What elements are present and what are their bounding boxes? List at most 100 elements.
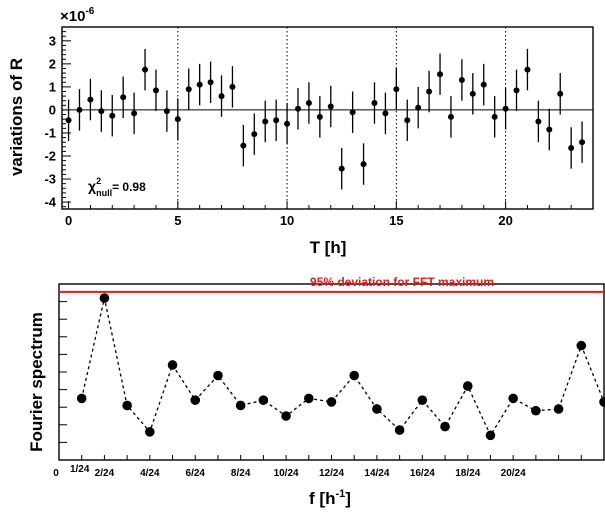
- fourier-point: [440, 421, 450, 432]
- x-tick-label: 0: [65, 213, 72, 228]
- fourier-point: [76, 393, 87, 404]
- data-point: [480, 81, 487, 88]
- data-point: [163, 108, 170, 115]
- top-data-points: [65, 48, 586, 190]
- fourier-panel: 95% deviation for FFT maximum 0 1/24 2/24 4…: [27, 275, 605, 508]
- y-tick-label: -4: [44, 195, 56, 210]
- fourier-x-tick-label: 4/24: [140, 468, 160, 479]
- fourier-x-tick-label: 14/24: [364, 468, 389, 479]
- data-point: [305, 100, 312, 107]
- fourier-point: [326, 397, 337, 407]
- fourier-point: [190, 395, 201, 405]
- fourier-x-tick-label: 20/24: [501, 468, 526, 479]
- data-point: [546, 126, 553, 133]
- fourier-data-points: [76, 293, 605, 441]
- chi-superscript: 2: [96, 176, 101, 186]
- data-point: [338, 165, 345, 172]
- y-tick-label: -3: [44, 172, 56, 187]
- fourier-x-tick-label: 16/24: [410, 468, 435, 479]
- data-point: [174, 116, 181, 123]
- x-tick-label: 20: [498, 213, 512, 228]
- data-point: [152, 87, 159, 94]
- data-point: [316, 113, 323, 120]
- data-point: [295, 105, 301, 112]
- data-point: [196, 81, 203, 88]
- bottom-axis-ticks: 0 1/24 2/24 4/24 6/24 8/24 10/24 12/24 14/24 16/2…: [53, 301, 582, 479]
- data-point: [142, 66, 149, 73]
- data-point: [415, 104, 422, 111]
- data-point: [251, 131, 258, 138]
- bottom-y-axis-title: Fourier spectrum: [27, 312, 46, 452]
- x-tick-label: 15: [389, 213, 403, 228]
- y-multiplier-exponent: -6: [85, 6, 94, 17]
- fourier-point: [213, 370, 223, 381]
- y-multiplier: ×10-6: [60, 6, 95, 25]
- data-point: [87, 96, 94, 103]
- fourier-x-tick-label: 10/24: [274, 468, 299, 479]
- fourier-point: [508, 393, 518, 404]
- data-point: [524, 66, 531, 73]
- fourier-dashed-line: [81, 297, 605, 437]
- bottom-x-axis-title-main: f [h: [309, 489, 335, 508]
- x-tick-label: 5: [174, 213, 181, 228]
- chi-square-annotation: χ2 null= 0.98: [88, 176, 146, 198]
- data-point: [371, 100, 378, 107]
- fourier-point: [167, 360, 178, 370]
- fourier-point: [281, 411, 291, 421]
- data-point: [185, 86, 192, 93]
- chi-subscript: null: [96, 188, 112, 198]
- top-plot-frame: [61, 26, 594, 210]
- data-point: [458, 76, 465, 83]
- data-point: [469, 90, 476, 97]
- fourier-point: [485, 430, 496, 441]
- data-point: [327, 103, 334, 110]
- data-point: [393, 86, 400, 93]
- fourier-point: [372, 404, 382, 414]
- fourier-point: [531, 405, 541, 416]
- data-point: [579, 139, 586, 146]
- bottom-x-axis-title-superscript: -1: [335, 488, 345, 500]
- data-point: [535, 118, 542, 125]
- data-point: [284, 120, 291, 127]
- fourier-series-line: [81, 297, 605, 437]
- x-origin-label: 0: [53, 468, 59, 479]
- fourier-point: [258, 395, 269, 405]
- fourier-point: [303, 393, 314, 404]
- data-point: [491, 113, 498, 120]
- fourier-point: [417, 395, 428, 405]
- y-tick-label: -2: [44, 149, 56, 164]
- data-point: [273, 117, 280, 124]
- fourier-point: [462, 381, 473, 391]
- fourier-x-tick-label: 18/24: [455, 468, 480, 479]
- top-x-axis-title: T [h]: [310, 238, 347, 257]
- fourier-x-tick-label: 6/24: [186, 468, 206, 479]
- fourier-point: [394, 425, 405, 435]
- fourier-point: [576, 340, 587, 351]
- data-point: [382, 110, 389, 117]
- fourier-x-tick-label: 8/24: [231, 468, 251, 479]
- data-point: [229, 83, 236, 90]
- y-tick-label: -1: [44, 125, 56, 140]
- data-point: [98, 108, 105, 115]
- fourier-x-tick-label: 12/24: [319, 468, 344, 479]
- fourier-point: [122, 400, 132, 411]
- data-point: [502, 105, 509, 112]
- y-multiplier-base: ×10: [60, 8, 85, 25]
- fourier-x-tick-label: 1/24: [70, 464, 90, 475]
- y-tick-label: 1: [49, 79, 56, 94]
- fourier-point: [553, 404, 564, 414]
- data-point: [76, 106, 83, 113]
- data-point: [437, 71, 444, 78]
- x-tick-label: 10: [280, 213, 294, 228]
- data-point: [349, 109, 356, 116]
- fft-threshold: 95% deviation for FFT maximum: [59, 275, 604, 293]
- y-tick-label: 0: [49, 102, 56, 117]
- chi-symbol: χ: [88, 178, 96, 194]
- chi-value: = 0.98: [112, 180, 146, 194]
- data-point: [568, 144, 575, 151]
- bottom-x-axis-title-suffix: ]: [345, 489, 351, 508]
- threshold-label: 95% deviation for FFT maximum: [310, 275, 494, 289]
